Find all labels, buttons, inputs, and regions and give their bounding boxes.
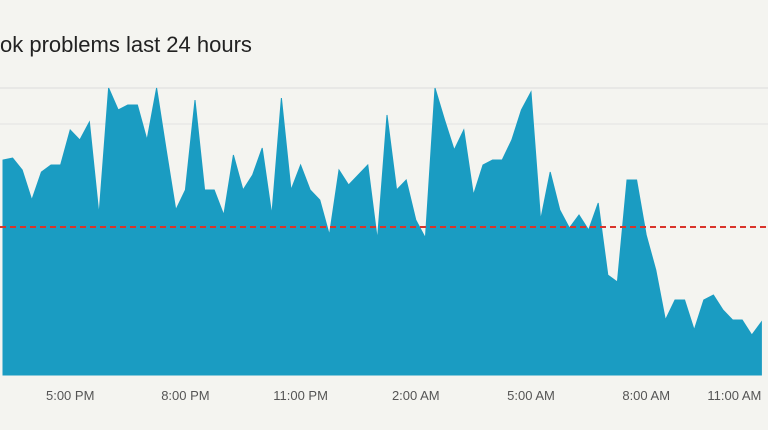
x-tick-label: 11:00 PM (273, 388, 328, 403)
x-tick-label: 8:00 PM (161, 388, 209, 403)
x-tick-label: 11:00 AM (707, 388, 761, 403)
x-tick-label: 8:00 AM (622, 388, 670, 403)
x-tick-label: 5:00 PM (46, 388, 94, 403)
x-tick-label: 2:00 AM (392, 388, 440, 403)
x-tick-label: 5:00 AM (507, 388, 555, 403)
chart-title: ok problems last 24 hours (0, 32, 252, 57)
area (2, 87, 762, 376)
